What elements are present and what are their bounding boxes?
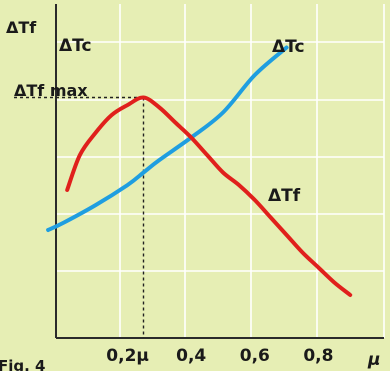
tc-curve-label: ΔTc bbox=[272, 37, 305, 57]
series-group bbox=[46, 45, 353, 297]
tf-max-label: ΔTf max bbox=[14, 81, 88, 100]
x-tick-label: 0,4 bbox=[176, 346, 206, 366]
tf-curve-label: ΔTf bbox=[268, 186, 301, 206]
figure-caption: Fig. 4 bbox=[0, 357, 45, 371]
axes bbox=[55, 4, 384, 339]
x-tick-label: 0,6 bbox=[240, 346, 270, 366]
series-line-tc bbox=[46, 45, 289, 232]
peak-guides bbox=[14, 96, 145, 338]
x-axis-label: μ bbox=[367, 350, 381, 370]
series-line-tf bbox=[65, 95, 353, 297]
y-axis-label: ΔTf bbox=[6, 18, 37, 37]
x-tick-labels: 0,2μ 0,4 0,6 0,8 bbox=[106, 346, 333, 366]
x-tick-label: 0,2μ bbox=[106, 346, 149, 366]
tc-inset-label: ΔTc bbox=[59, 36, 92, 56]
x-tick-label: 0,8 bbox=[303, 346, 333, 366]
